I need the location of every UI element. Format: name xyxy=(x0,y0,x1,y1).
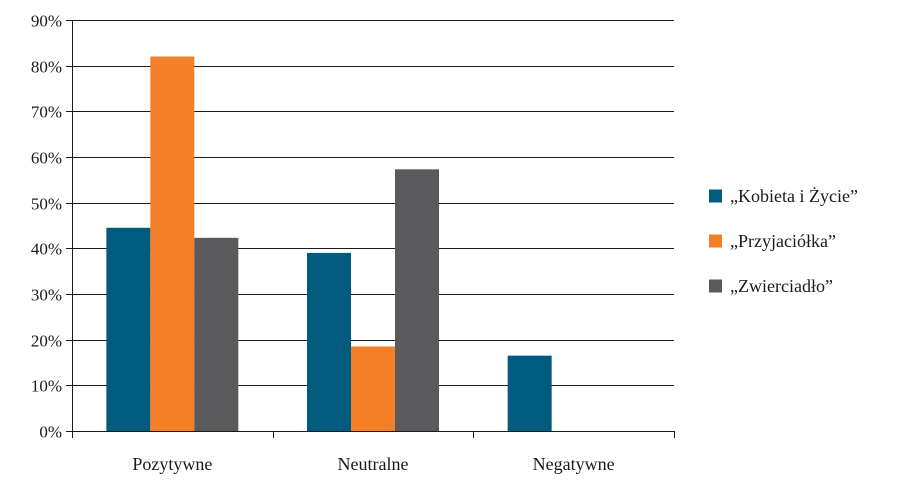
legend-swatch xyxy=(709,234,722,248)
y-tick-label: 70% xyxy=(31,103,62,122)
legend-label: „Zwierciadło” xyxy=(730,276,833,296)
bar xyxy=(395,169,439,431)
bar xyxy=(307,252,351,431)
legend-label: „Kobieta i Życie” xyxy=(730,186,858,206)
bar xyxy=(507,355,552,431)
y-tick-label: 80% xyxy=(31,58,62,77)
y-tick-label: 30% xyxy=(31,286,62,305)
bar xyxy=(194,237,239,431)
bar xyxy=(351,346,395,431)
x-tick-label: Pozytywne xyxy=(132,454,212,474)
bar xyxy=(150,56,195,432)
legend-label: „Przyjaciółka” xyxy=(730,231,836,251)
y-tick-label: 20% xyxy=(31,332,62,351)
y-tick-label: 90% xyxy=(31,12,62,31)
legend-swatch xyxy=(709,189,722,203)
x-tick-label: Neutralne xyxy=(338,454,409,474)
y-tick-label: 50% xyxy=(31,195,62,214)
y-tick-label: 60% xyxy=(31,149,62,168)
y-tick-label: 40% xyxy=(31,240,62,259)
legend-swatch xyxy=(709,279,722,293)
x-tick-label: Negatywne xyxy=(533,454,615,474)
y-tick-label: 0% xyxy=(39,423,62,442)
bar xyxy=(106,227,151,431)
y-tick-label: 10% xyxy=(31,377,62,396)
